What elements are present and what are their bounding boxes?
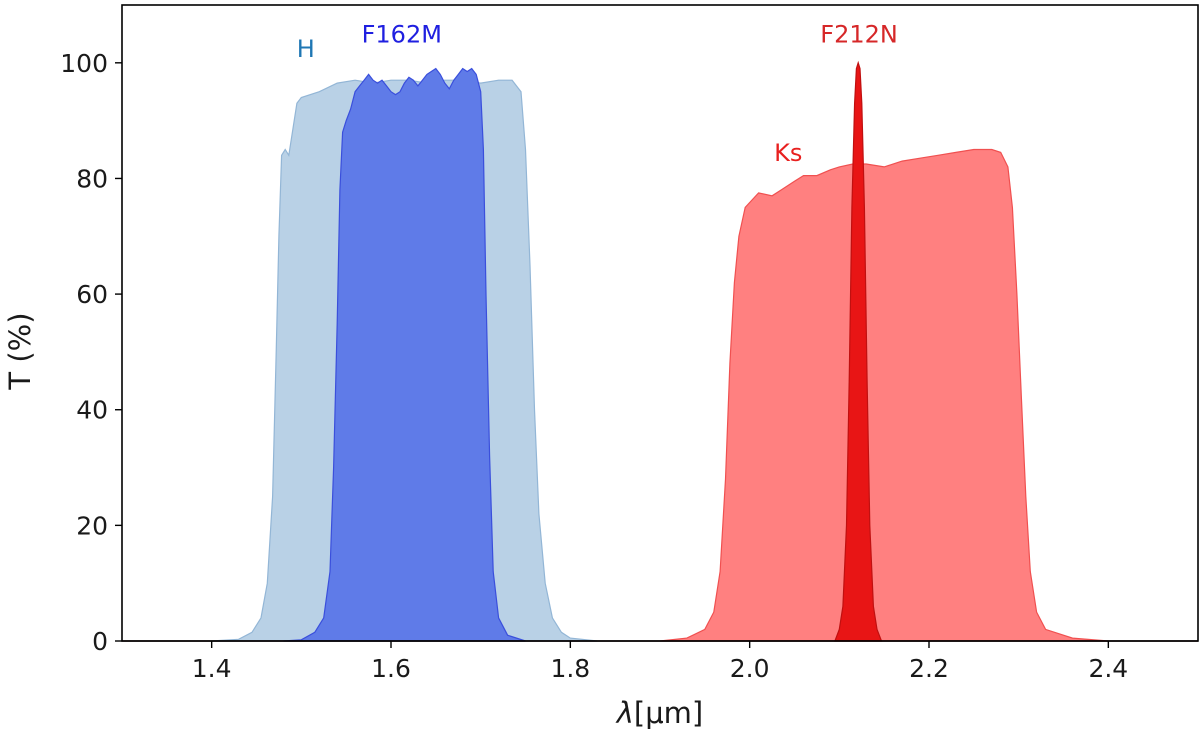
axes-frame <box>121 4 1199 642</box>
x-tick-label: 1.6 <box>371 654 411 683</box>
x-tick-label: 2.4 <box>1088 654 1128 683</box>
series-layer <box>211 60 1109 642</box>
x-axis-label-symbol: λ <box>615 696 634 730</box>
x-axis-label-unit: [μm] <box>634 696 703 730</box>
x-axis-label: λ[μm] <box>615 696 704 730</box>
y-axis-label: T (%) <box>3 312 37 390</box>
series-label-layer: H F162M Ks F212N <box>297 21 898 168</box>
y-tick-label: 80 <box>76 164 108 193</box>
y-tick-label: 0 <box>92 627 108 656</box>
x-tick-label: 2.2 <box>909 654 949 683</box>
series-area-ks <box>659 148 1109 642</box>
y-tick-label: 20 <box>76 511 108 540</box>
series-area-f212n <box>834 60 883 642</box>
x-tick-label: 1.4 <box>192 654 232 683</box>
y-tick-label: 40 <box>76 396 108 425</box>
series-label-ks: Ks <box>774 139 802 167</box>
series-label-f212n: F212N <box>820 21 898 49</box>
x-tick-label: 2.0 <box>730 654 770 683</box>
series-area-f162m <box>283 67 526 642</box>
x-tick-label: 1.8 <box>550 654 590 683</box>
tick-layer: 1.4 1.6 1.8 2.0 2.2 2.4 0 20 40 60 80 100 <box>60 49 1128 683</box>
series-label-f162m: F162M <box>362 21 442 49</box>
y-tick-label: 100 <box>60 49 108 78</box>
series-label-h: H <box>297 35 315 63</box>
y-tick-label: 60 <box>76 280 108 309</box>
plot-frame <box>121 4 1199 642</box>
